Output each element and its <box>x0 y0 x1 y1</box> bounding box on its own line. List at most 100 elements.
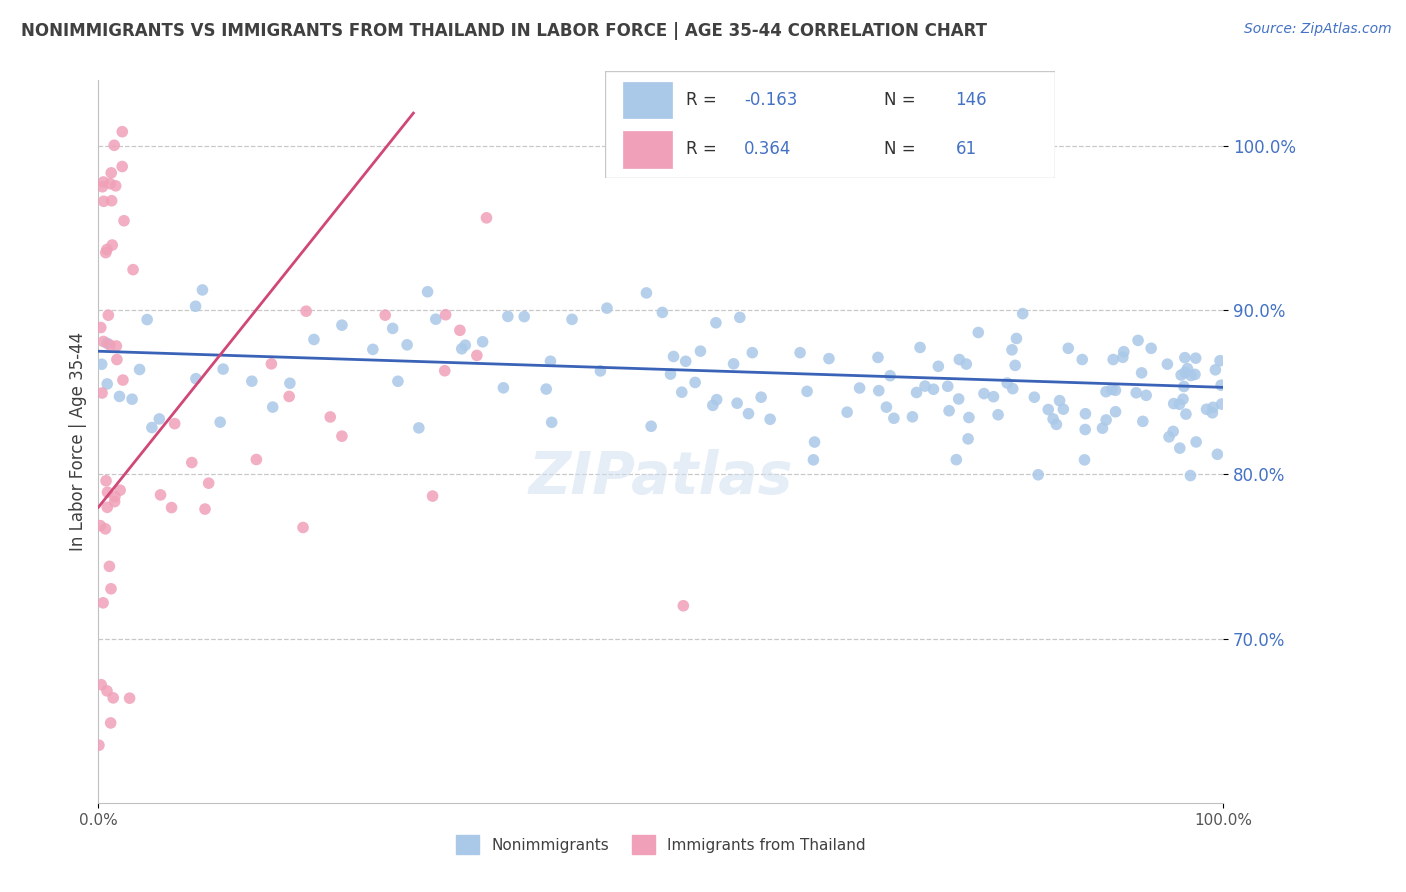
Point <box>111 373 134 387</box>
Point <box>1074 407 1097 421</box>
Point <box>1052 402 1074 417</box>
Point <box>212 362 235 376</box>
Point <box>1202 401 1225 415</box>
Point <box>295 304 318 318</box>
Point <box>901 409 924 424</box>
Point <box>1206 447 1229 461</box>
Y-axis label: In Labor Force | Age 35-44: In Labor Force | Age 35-44 <box>69 332 87 551</box>
Point <box>1091 421 1114 435</box>
Point <box>240 374 263 388</box>
Point <box>1073 453 1095 467</box>
Point <box>128 362 150 376</box>
Point <box>96 684 118 698</box>
Point <box>879 368 901 383</box>
Point <box>361 343 384 357</box>
Point <box>837 405 859 419</box>
Point <box>1112 344 1135 359</box>
Point <box>1163 396 1185 410</box>
Point <box>1184 351 1206 366</box>
Point <box>1157 430 1180 444</box>
Point <box>449 323 471 337</box>
Point <box>561 312 583 326</box>
FancyBboxPatch shape <box>605 71 1054 178</box>
Point <box>955 357 977 371</box>
Text: Source: ZipAtlas.com: Source: ZipAtlas.com <box>1244 22 1392 37</box>
Point <box>1049 393 1071 408</box>
Text: R =: R = <box>686 91 721 109</box>
Point <box>108 483 131 498</box>
Point <box>104 490 127 504</box>
Point <box>87 738 110 752</box>
Point <box>995 376 1018 390</box>
Point <box>689 344 711 359</box>
Point <box>89 518 111 533</box>
Point <box>1195 402 1218 417</box>
Point <box>737 407 759 421</box>
Point <box>90 678 112 692</box>
Point <box>534 382 557 396</box>
FancyBboxPatch shape <box>623 131 672 168</box>
Point <box>540 415 562 429</box>
Point <box>702 398 724 412</box>
Point <box>1005 331 1028 345</box>
Point <box>96 376 118 391</box>
Point <box>948 352 970 367</box>
Point <box>111 160 134 174</box>
Point <box>723 357 745 371</box>
Point <box>191 283 214 297</box>
Point <box>1173 379 1195 393</box>
Point <box>98 559 121 574</box>
Point <box>1011 307 1033 321</box>
Point <box>496 310 519 324</box>
Point <box>100 715 122 730</box>
Point <box>803 435 825 450</box>
Legend: Nonimmigrants, Immigrants from Thailand: Nonimmigrants, Immigrants from Thailand <box>450 830 872 860</box>
Point <box>103 138 125 153</box>
Point <box>101 238 124 252</box>
Point <box>1175 407 1198 421</box>
Point <box>1074 423 1097 437</box>
Point <box>957 432 980 446</box>
Point <box>908 341 931 355</box>
Point <box>434 308 457 322</box>
Point <box>278 389 301 403</box>
Point <box>662 350 685 364</box>
Point <box>672 599 695 613</box>
Point <box>759 412 782 426</box>
Point <box>262 400 284 414</box>
Point <box>96 500 118 515</box>
Point <box>1112 351 1135 365</box>
Point <box>868 384 890 398</box>
Point <box>330 318 353 333</box>
Point <box>112 213 135 227</box>
Point <box>725 396 748 410</box>
Point <box>1185 434 1208 449</box>
Point <box>866 351 889 365</box>
Point <box>149 488 172 502</box>
Point <box>104 178 127 193</box>
Point <box>796 384 818 399</box>
Point <box>675 354 697 368</box>
Point <box>945 452 967 467</box>
Point <box>97 308 120 322</box>
Point <box>118 691 141 706</box>
Point <box>818 351 841 366</box>
Point <box>93 194 115 209</box>
Point <box>513 310 536 324</box>
Point <box>91 179 114 194</box>
Text: N =: N = <box>883 91 921 109</box>
Point <box>1130 366 1153 380</box>
Point <box>111 125 134 139</box>
Point <box>93 175 115 189</box>
Point <box>492 381 515 395</box>
Point <box>319 409 342 424</box>
Point <box>1184 368 1206 382</box>
Point <box>1095 384 1118 399</box>
Point <box>704 316 727 330</box>
Point <box>136 312 159 326</box>
Point <box>184 299 207 313</box>
Point <box>100 582 122 596</box>
Point <box>749 390 772 404</box>
Point <box>1026 467 1049 482</box>
Point <box>1045 417 1067 432</box>
